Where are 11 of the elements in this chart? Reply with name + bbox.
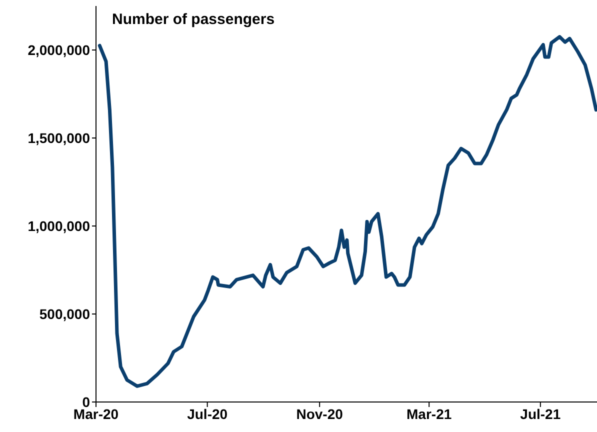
y-tick-label: 0 xyxy=(82,394,90,410)
x-tick-label: Jul-20 xyxy=(187,406,228,422)
y-axis-title: Number of passengers xyxy=(112,11,275,28)
x-tick-label: Nov-20 xyxy=(296,406,344,422)
x-tick-label: Jul-21 xyxy=(520,406,561,422)
y-tick-label: 1,000,000 xyxy=(28,218,90,234)
y-tick-label: 500,000 xyxy=(39,306,90,322)
line-series xyxy=(98,35,597,388)
x-tick-label: Mar-21 xyxy=(406,406,452,422)
y-tick-label: 1,500,000 xyxy=(28,130,90,146)
y-tick-label: 2,000,000 xyxy=(28,42,90,58)
